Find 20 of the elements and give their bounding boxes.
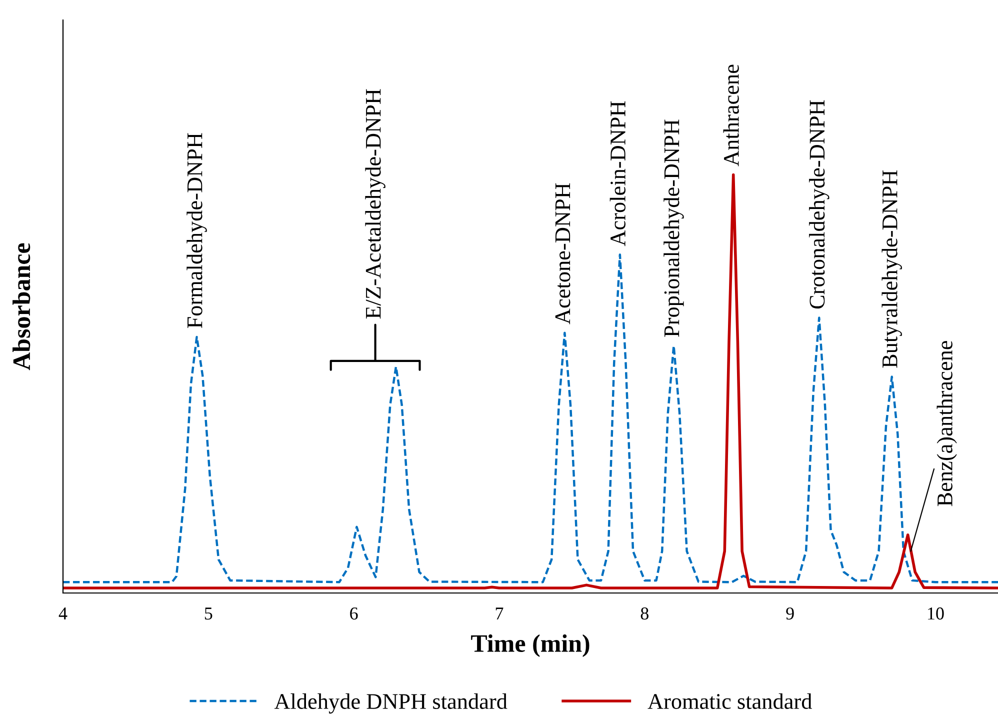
annotation: Acetone-DNPH (555, 183, 570, 324)
x-axis-title: Time (min) (471, 634, 590, 658)
annotation: Acrolein-DNPH (610, 101, 626, 246)
legend-label: Aldehyde DNPH standard (274, 693, 508, 714)
annotation: Crotonaldehyde-DNPH (809, 100, 830, 309)
annotation: Anthracene (723, 64, 739, 166)
x-tick-label: 10 (928, 607, 944, 620)
x-tick-label: 7 (496, 608, 504, 620)
x-tick-label: 8 (640, 607, 648, 620)
annotation: Butyraldehyde-DNPH (882, 170, 902, 368)
annotation: E/Z-Acetaldehyde-DNPH (365, 89, 386, 319)
x-tick-label: 5 (204, 608, 212, 620)
x-tick-label: 9 (786, 607, 794, 620)
annotation: Benz(a)anthracene (936, 340, 957, 506)
annotation: Propionaldehyde-DNPH (664, 120, 684, 337)
y-axis-title: Absorbance (12, 243, 30, 370)
annotation: Formaldehyde-DNPH (186, 133, 207, 328)
x-tick-label: 6 (350, 607, 358, 620)
legend-label: Aromatic standard (648, 693, 812, 709)
x-tick-label: 4 (58, 608, 68, 620)
